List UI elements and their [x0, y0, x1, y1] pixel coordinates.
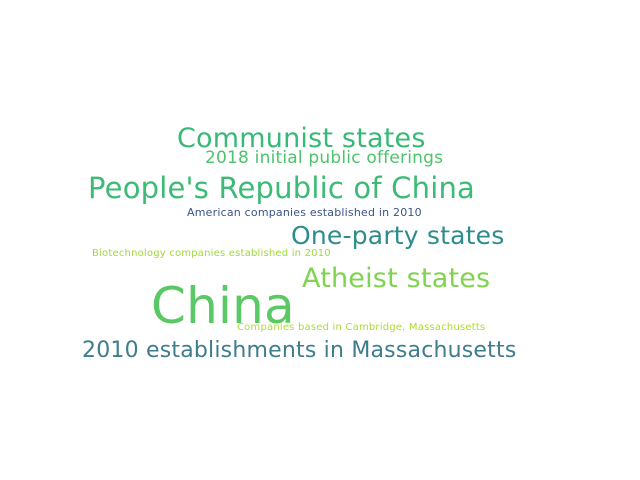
- word-biotechnology-companies-2010: Biotechnology companies established in 2…: [92, 248, 331, 259]
- word-communist-states: Communist states: [177, 123, 426, 154]
- word-one-party-states: One-party states: [291, 221, 505, 250]
- word-peoples-republic-of-china: People's Republic of China: [88, 171, 476, 205]
- word-2010-establishments-massachusetts: 2010 establishments in Massachusetts: [82, 338, 517, 363]
- word-2018-ipos: 2018 initial public offerings: [205, 148, 444, 168]
- word-companies-cambridge: Companies based in Cambridge, Massachuse…: [237, 322, 486, 333]
- word-atheist-states: Atheist states: [302, 263, 491, 294]
- word-china: China: [151, 277, 295, 335]
- word-american-companies-2010: American companies established in 2010: [187, 206, 422, 219]
